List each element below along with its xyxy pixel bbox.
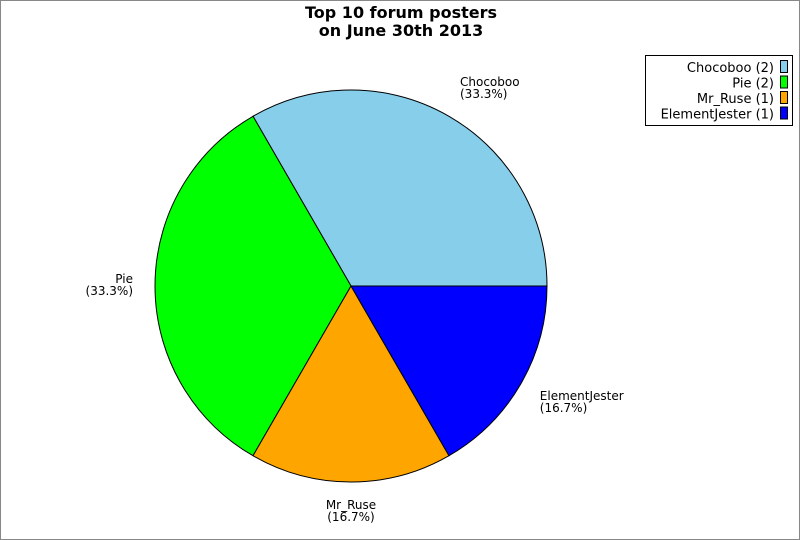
legend-box bbox=[645, 55, 793, 126]
pie-slice-elementjester bbox=[350, 285, 548, 457]
slice-label: Pie bbox=[115, 272, 133, 286]
legend: Chocoboo (2)Pie (2)Mr_Ruse (1)ElementJes… bbox=[645, 55, 793, 126]
legend-swatch bbox=[780, 75, 788, 89]
slice-percent-label: (33.3%) bbox=[460, 87, 507, 101]
legend-entry-label: Mr_Ruse (1) bbox=[697, 92, 774, 107]
legend-swatch bbox=[780, 60, 788, 73]
pie-slice-chocoboo bbox=[252, 89, 548, 287]
legend-entry-label: Chocoboo (2) bbox=[687, 61, 774, 76]
pie-slice-pie bbox=[154, 115, 352, 457]
chart-title-line-2: on June 30th 2013 bbox=[319, 21, 484, 40]
legend-entry-label: Pie (2) bbox=[732, 77, 774, 92]
slice-percent-label: (16.7%) bbox=[540, 401, 587, 415]
slice-label: ElementJester bbox=[540, 389, 624, 403]
slice-label: Mr_Ruse bbox=[326, 498, 376, 512]
slice-percent-label: (16.7%) bbox=[327, 510, 374, 524]
legend-swatch bbox=[780, 106, 788, 120]
slice-percent-label: (33.3%) bbox=[86, 284, 133, 298]
chart-title-line-1: Top 10 forum posters bbox=[305, 3, 497, 22]
legend-swatch bbox=[780, 91, 788, 104]
slice-label: Chocoboo bbox=[460, 75, 520, 89]
pie-slice-mr_ruse bbox=[252, 284, 450, 483]
legend-entry-label: ElementJester (1) bbox=[661, 108, 774, 123]
